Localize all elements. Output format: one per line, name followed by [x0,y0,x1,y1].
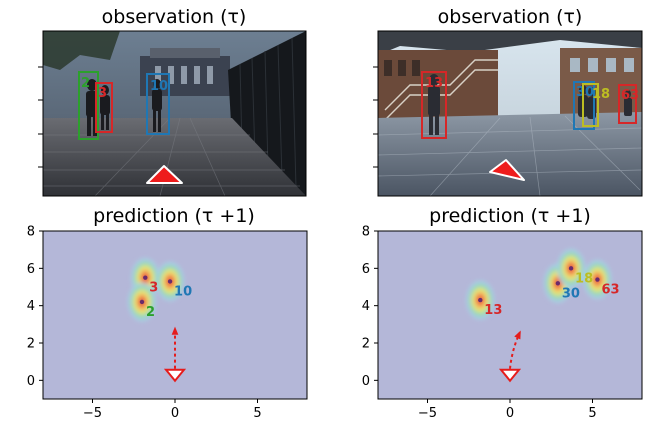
robot-heading-marker [146,165,183,184]
detection-label: 63 [621,88,639,103]
robot-marker [498,368,522,383]
detection-label: 13 [425,76,443,91]
y-tick-label: 6 [362,262,370,277]
robot-marker [163,368,187,383]
predicted-track-label: 30 [562,286,580,301]
detection-box [582,83,599,127]
detection-box [573,81,595,130]
detection-box [421,71,447,139]
predicted-position-point [555,281,561,286]
predicted-track-label: 2 [146,305,155,320]
predicted-track-label: 18 [575,271,593,286]
observation-photo-left: 2 3 10 [43,31,306,196]
detection-label: 10 [150,79,168,94]
x-tick-label: −5 [418,406,437,421]
y-tick-label: 8 [362,225,370,240]
y-tick-label: 6 [27,262,35,277]
y-tick-label: 4 [362,299,370,314]
predicted-track-label: 10 [174,284,192,299]
x-tick-label: 0 [171,406,179,421]
predicted-track-label: 63 [601,283,619,298]
tick-marks [373,66,378,168]
y-tick-label: 2 [27,337,35,352]
detection-box [95,82,113,133]
y-tick-label: 8 [27,225,35,240]
detection-box [146,73,170,135]
detection-box [618,84,637,124]
predicted-position-point [143,275,148,280]
x-tick-label: 0 [506,406,514,421]
predicted-track-label: 13 [484,303,502,318]
y-tick-label: 0 [27,374,35,389]
predicted-position-point [167,279,173,284]
prediction-title-left: prediction (τ +1) [93,205,255,227]
tick-marks [38,66,43,168]
x-tick-label: 5 [253,406,261,421]
predicted-position-point [139,299,145,305]
observation-photo-right: 13 30 18 63 [378,31,642,196]
prediction-plot-left: 3 10 2 −5 0 5 0 2 4 6 8 [27,225,308,421]
heatmap-area: 3 10 2 [43,231,307,399]
predicted-track-label: 3 [149,281,158,296]
x-tick-label: −5 [83,406,102,421]
prediction-title-right: prediction (τ +1) [429,205,591,227]
predicted-position-point [478,297,483,303]
observation-title-left: observation (τ) [102,6,247,28]
arrow-head [514,330,521,340]
robot-heading-arrow [509,331,521,369]
detection-label: 18 [592,87,610,102]
y-tick-label: 2 [362,337,370,352]
predicted-position-point [595,277,600,282]
detection-label: 30 [576,85,594,100]
x-tick-label: 5 [588,406,596,421]
predicted-position-point [568,266,574,271]
detection-box [78,71,99,140]
arrow-head [171,326,179,335]
observation-title-right: observation (τ) [438,6,583,28]
y-tick-label: 4 [27,299,35,314]
y-tick-label: 0 [362,374,370,389]
detection-label: 2 [81,76,90,91]
detection-label: 3 [98,86,107,101]
robot-heading-marker [489,159,525,181]
